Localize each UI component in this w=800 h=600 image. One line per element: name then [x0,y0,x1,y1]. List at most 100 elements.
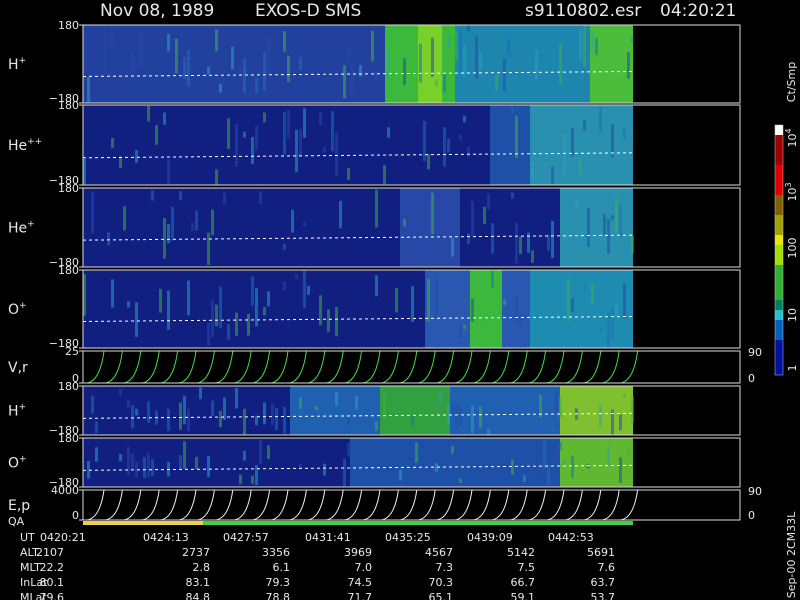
orbit-row-label: MLat [20,591,47,600]
spectrogram-texture [515,222,518,264]
footer: Sep-00 2CM33L [785,511,798,598]
y-tick-label: −180 [49,476,79,489]
spectrogram-texture [243,450,246,461]
spectrogram-texture [447,35,450,49]
sweep-curve [105,489,123,521]
spectrogram-texture [207,66,210,75]
spectrogram-texture [383,165,386,184]
pitch-angle-trace [82,234,634,241]
spectrogram-texture [347,46,350,61]
sweep-curve [252,350,271,384]
spectrogram-texture [451,404,454,418]
spectrogram-texture [191,222,194,231]
spectrogram-texture [579,159,582,175]
spectrogram-texture [259,191,262,204]
spectrogram-texture [119,453,122,462]
spectrogram-texture [515,456,518,462]
orbit-value: 79.6 [40,591,65,600]
spectrogram-texture [351,444,354,451]
spectrogram-texture [551,426,554,432]
y-tick-label: 180 [58,99,79,112]
spectrogram-texture [447,403,450,425]
spectrogram-texture [211,209,214,236]
orbit-value: 59.1 [511,591,536,600]
sweep-curve [381,489,399,521]
orbit-value: 0431:41 [305,531,351,544]
colorbar-segment [775,195,783,215]
colorbar-segment [775,125,783,135]
spectrogram-texture [607,312,610,348]
sweep-curve [215,350,234,384]
spectrogram-texture [487,193,490,210]
panel-label-text: He [8,138,27,154]
sweep-curve [270,489,289,521]
spectrogram-texture [131,49,134,78]
spectrogram-texture [187,49,190,87]
spectrogram-texture [631,37,634,42]
spectrogram-texture [303,108,306,138]
spectrogram-texture [571,455,574,479]
instrument: EXOS-D SMS [255,1,361,21]
sweep-curve [215,489,234,521]
orbit-value: 7.0 [355,561,373,574]
orbit-row-label: InLat [20,576,48,589]
panel-frame [82,489,741,521]
y2-tick-label: 0 [748,372,755,385]
spectrogram-texture [295,129,298,173]
spectrogram-texture [259,439,262,465]
sweep-curve [289,489,307,521]
spectrogram-texture [427,278,430,322]
spectrogram-texture [619,204,622,238]
spectrogram-texture [299,397,302,409]
spectrogram-texture [111,138,114,149]
spectrogram-texture [151,190,154,201]
sweep-curve [252,489,271,521]
spectrogram-texture [439,390,442,404]
spectrogram-texture [235,387,238,409]
spectrogram-texture [187,408,190,432]
sweep-curve [160,489,179,521]
panel-label: O+ [8,455,27,472]
spectrogram-texture [519,316,522,327]
orbit-value: 79.3 [266,576,291,589]
sweep-curve [234,350,252,384]
spectrogram-texture [611,123,614,158]
spectrogram-texture [515,115,518,158]
spectrogram-texture [611,409,614,435]
orbit-value: 53.7 [591,591,616,600]
orbit-row-label: ALT [20,546,39,559]
sweep-curve [491,350,510,384]
colorbar-segment [775,235,783,245]
spectrogram-texture [255,125,258,150]
spectrogram-texture [319,111,322,125]
spectrogram-texture [539,394,542,418]
spectrogram-texture [235,124,238,167]
orbit-value: 66.7 [511,576,536,589]
spectrogram-texture [139,31,142,67]
spectrogram-texture [167,224,170,244]
colorbar-segment [775,300,783,310]
spectrogram-texture [179,190,182,200]
spectrogram-texture [431,37,434,77]
spectrogram-texture [479,406,482,428]
panel-frame [82,187,741,268]
spectrogram-texture [459,407,462,426]
orbit-value: 63.7 [591,576,616,589]
spectrogram-texture [319,295,322,326]
panel-frame [82,24,741,104]
sweep-curve [583,350,602,384]
qa-bar [83,521,203,525]
file-name: s9110802.esr [525,1,641,21]
spectrogram-texture [179,402,182,430]
colorbar-tick-label: 10 [786,308,799,322]
orbit-row-label: MLT [20,561,41,574]
panel-frame [82,385,741,436]
spectrogram-texture [267,445,270,459]
spectrogram-texture [543,440,546,470]
panel-label-sup: ++ [27,137,42,147]
spectrogram-texture [323,147,326,153]
spectrogram-texture [223,397,226,421]
y2-tick-label: 0 [748,509,755,522]
colorbar-segment [775,340,783,375]
panel-frame [82,104,741,186]
